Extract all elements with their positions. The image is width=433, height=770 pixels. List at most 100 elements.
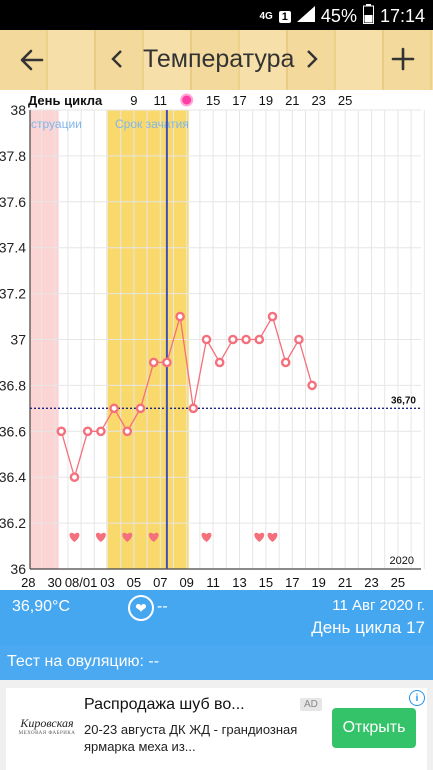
period-label: струации	[31, 117, 82, 131]
top-tick-label: 19	[259, 93, 273, 108]
y-tick-label: 37.2	[0, 286, 26, 302]
chevron-right-icon[interactable]	[305, 48, 319, 76]
ad-logo: Кировская МЕХОВАЯ ФАБРИКА	[16, 716, 78, 736]
temperature-chart[interactable]: 38 37.8 37.6 37.4 37.2 37 36.8 36.6 36.4 36.2 36 ст…	[0, 90, 433, 590]
coverline-label: 36,70	[391, 395, 416, 406]
x-tick-label: 15	[259, 575, 273, 590]
y-tick-label: 36.4	[0, 469, 26, 485]
fertile-label: Срок зачатия	[115, 117, 189, 131]
temperature-point	[175, 311, 185, 322]
ad-title[interactable]: Распродажа шуб во...	[84, 696, 245, 713]
x-tick-label: 07	[153, 575, 167, 590]
x-tick-label: 13	[232, 575, 246, 590]
top-tick-label: 9	[130, 93, 137, 108]
x-tick-label: 03	[100, 575, 114, 590]
y-tick-label: 37.6	[0, 194, 26, 210]
ovulation-test-label: Тест на овуляцию: --	[7, 653, 160, 670]
temperature-point	[267, 311, 278, 322]
heart-icon	[95, 532, 106, 542]
temperature-point	[122, 426, 133, 437]
temperature-point	[294, 334, 304, 345]
ad-logo-text: Кировская	[20, 716, 74, 730]
temperature-point	[280, 357, 291, 368]
sim-icon: 1	[278, 10, 291, 23]
x-tick-label: 09	[179, 575, 193, 590]
x-tick-label: 28	[21, 575, 35, 590]
y-tick-label: 37.4	[0, 240, 26, 256]
battery-percent: 45%	[320, 6, 357, 26]
ad-logo-sub: МЕХОВАЯ ФАБРИКА	[18, 731, 76, 736]
x-tick-label: 11	[206, 575, 220, 590]
heart-icon	[148, 532, 159, 542]
temperature-point	[69, 472, 80, 483]
intercourse-value: --	[157, 598, 168, 615]
top-tick-label: 17	[232, 93, 246, 108]
temperature-point	[148, 357, 159, 368]
ovulation-marker	[180, 93, 194, 107]
clock: 17:14	[379, 6, 425, 26]
top-axis-label: День цикла	[28, 93, 103, 108]
year-label: 2020	[390, 555, 414, 567]
x-tick-label: 25	[391, 575, 405, 590]
y-tick-label: 37	[10, 332, 26, 348]
x-tick-label: 08/01	[65, 575, 98, 590]
x-tick-label: 30	[47, 575, 61, 590]
plus-icon[interactable]	[388, 44, 418, 74]
page-title: Температура	[143, 45, 295, 73]
signal-icon	[296, 6, 315, 27]
chevron-left-icon[interactable]	[110, 48, 124, 76]
y-tick-label: 36.2	[0, 515, 26, 531]
chart-svg[interactable]: 38 37.8 37.6 37.4 37.2 37 36.8 36.6 36.4 36.2 36 ст…	[0, 90, 433, 590]
arrow-left-icon[interactable]	[16, 44, 48, 76]
top-tick-label: 11	[154, 93, 168, 108]
heart-icon[interactable]: ❤	[128, 595, 154, 621]
temperature-point	[254, 334, 265, 345]
cycle-day: День цикла 17	[311, 618, 425, 637]
x-tick-label: 19	[311, 575, 325, 590]
top-tick-label: 21	[285, 93, 299, 108]
x-tick-label: 05	[127, 575, 141, 590]
x-tick-label: 21	[338, 575, 352, 590]
top-tick-label: 23	[311, 93, 325, 108]
sim-number: 1	[281, 10, 288, 23]
y-tick-label: 36.6	[0, 423, 26, 439]
status-bar: 4G 1 45% 17:14	[0, 0, 433, 30]
top-tick-label: 25	[338, 93, 352, 108]
temperature-point	[135, 403, 146, 414]
info-bar: 36,90°C ❤ -- 11 Авг 2020 г. День цикла 1…	[0, 590, 433, 645]
y-tick-label: 38	[10, 102, 26, 118]
heart-icon	[69, 532, 80, 542]
heart-icon	[201, 532, 212, 542]
network-label: 4G	[259, 11, 273, 22]
temperature-point	[228, 334, 238, 345]
heart-icon	[122, 532, 133, 542]
info-icon[interactable]: i	[409, 690, 425, 706]
y-tick-label: 36.8	[0, 377, 26, 393]
temperature-point	[188, 403, 199, 414]
top-tick-label: 15	[206, 93, 220, 108]
selected-date: 11 Авг 2020 г.	[332, 597, 425, 614]
ovulation-test-row[interactable]: Тест на овуляцию: --	[0, 645, 433, 680]
heart-icon	[267, 532, 278, 542]
temperature-point	[214, 357, 225, 368]
y-tick-label: 36	[10, 561, 26, 577]
x-tick-label: 23	[364, 575, 378, 590]
temperature-point	[241, 334, 251, 345]
ad-card[interactable]: Кировская МЕХОВАЯ ФАБРИКА Распродажа шуб…	[6, 688, 427, 770]
x-tick-label: 17	[285, 575, 299, 590]
toolbar: Температура	[0, 30, 433, 90]
selected-temperature: 36,90°C	[12, 598, 70, 615]
ad-banner[interactable]: Кировская МЕХОВАЯ ФАБРИКА Распродажа шуб…	[0, 680, 433, 770]
ad-description: 20-23 августа ДК ЖД - грандиозная ярмарк…	[84, 722, 298, 754]
temperature-point	[307, 380, 317, 391]
y-tick-label: 37.8	[0, 148, 26, 164]
temperature-point	[96, 426, 106, 437]
battery-icon	[362, 4, 374, 29]
temperature-point	[82, 426, 93, 437]
ad-badge: AD	[300, 698, 322, 711]
heart-icon	[254, 532, 265, 542]
ad-open-button[interactable]: Открыть	[332, 708, 416, 748]
temperature-point	[162, 357, 172, 368]
temperature-point	[109, 403, 119, 414]
temperature-point	[56, 426, 67, 437]
